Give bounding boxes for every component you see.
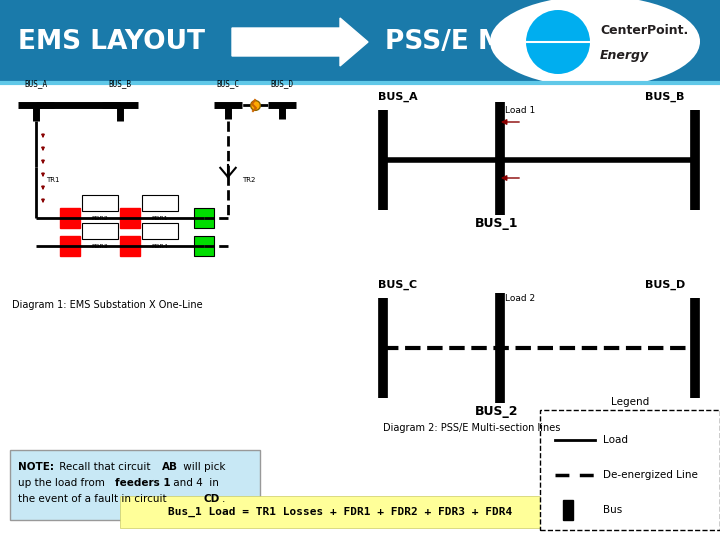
Text: BUS_B: BUS_B [109,79,132,88]
Text: AB: AB [162,462,178,472]
Text: .: . [222,494,225,504]
Text: De-energized Line: De-energized Line [603,470,698,480]
Bar [120,208,140,228]
Ellipse shape [490,0,700,87]
Text: and 4  in: and 4 in [170,478,219,488]
Text: FDR3: FDR3 [91,245,109,249]
Text: BUS_2: BUS_2 [475,405,518,418]
Bar [120,496,560,528]
Text: Bus: Bus [603,505,622,515]
Bar [142,195,178,211]
Text: BUS_A: BUS_A [24,79,48,88]
Text: BUS_D: BUS_D [645,280,685,290]
Text: Bus_1 Load = TR1 Losses + FDR1 + FDR2 + FDR3 + FDR4: Bus_1 Load = TR1 Losses + FDR1 + FDR2 + … [168,507,512,517]
Text: PSS/E MODEL: PSS/E MODEL [385,29,583,55]
Text: Recall that circuit: Recall that circuit [56,462,154,472]
Text: CenterPoint.: CenterPoint. [600,24,688,37]
Bar [142,223,178,239]
Text: BUS_A: BUS_A [378,92,418,102]
Bar [563,500,573,520]
Text: Load 2: Load 2 [505,294,535,303]
Bar [194,208,214,228]
Text: BUS_D: BUS_D [271,79,294,88]
Text: Diagram 2: PSS/E Multi-section lines: Diagram 2: PSS/E Multi-section lines [383,423,560,433]
Text: Load 1: Load 1 [505,106,535,115]
Bar [0,0,720,83]
Bar [60,208,80,228]
Circle shape [526,10,590,74]
Text: Energy: Energy [600,49,649,62]
Bar [82,223,118,239]
Bar [82,195,118,211]
Text: the event of a fault in circuit: the event of a fault in circuit [18,494,170,504]
Bar [60,236,80,256]
Text: BUS_C: BUS_C [217,79,240,88]
Text: BUS_C: BUS_C [378,280,417,290]
Text: Legend: Legend [611,397,649,407]
Text: CD: CD [204,494,220,504]
Text: NOTE:: NOTE: [18,462,54,472]
Bar [540,410,720,530]
Text: TR2: TR2 [242,177,256,183]
Text: will pick: will pick [180,462,225,472]
Text: up the load from: up the load from [18,478,108,488]
Text: Load: Load [603,435,628,445]
Text: BUS_1: BUS_1 [475,217,518,230]
Text: FDR4: FDR4 [152,245,168,249]
Bar [120,236,140,256]
Bar [10,450,260,520]
Text: Diagram 1: EMS Substation X One-Line: Diagram 1: EMS Substation X One-Line [12,300,202,310]
Text: BUS_B: BUS_B [645,92,685,102]
Text: TR1: TR1 [46,177,60,183]
Text: FDR1: FDR1 [152,217,168,221]
Text: feeders 1: feeders 1 [115,478,171,488]
Text: EMS LAYOUT: EMS LAYOUT [18,29,205,55]
Polygon shape [232,18,368,66]
Text: FDR2: FDR2 [91,217,109,221]
Bar [194,236,214,256]
